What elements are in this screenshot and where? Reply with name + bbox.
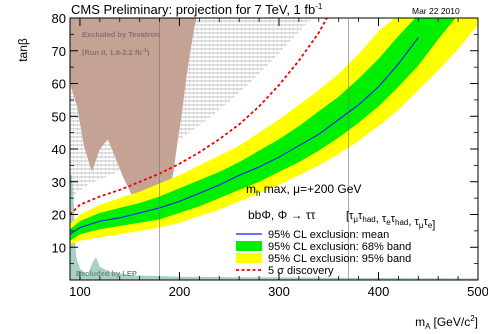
x-axis-label-main: m	[415, 315, 425, 329]
channel-sub: had	[362, 215, 375, 224]
channel-tau: τ	[358, 210, 363, 222]
y-tick-label: 30	[52, 175, 66, 190]
channel-sub: e	[428, 221, 433, 230]
x-axis-label-sub: A	[425, 322, 431, 331]
scenario-label-main: m	[246, 182, 256, 196]
legend-label: 5 σ discovery	[268, 265, 334, 277]
x-axis-label-unit: [GeV/c	[434, 315, 471, 329]
mean-line	[70, 37, 419, 235]
channel-sep: , τ	[408, 216, 419, 228]
chart-date: Mar 22 2010	[412, 6, 460, 16]
channels-label: [τμτhad, τeτhad, τμτe]	[346, 210, 435, 231]
channel-sub: μ	[419, 221, 424, 230]
channels-close: ]	[432, 219, 435, 231]
axis-ticks: 100 200 300 400 500 10 20 30 40 50 60 70 80	[52, 11, 488, 299]
chart-title-sup: -1	[315, 2, 323, 11]
chart-title: CMS Preliminary: projection for 7 TeV, 1…	[71, 2, 323, 17]
x-tick-label: 100	[69, 284, 91, 299]
tevatron-label-run-close: )	[147, 48, 150, 57]
y-tick-label: 70	[52, 44, 66, 59]
y-tick-label: 60	[52, 77, 66, 92]
y-axis-label: tanβ	[16, 38, 30, 62]
scenario-label-sub: h	[256, 189, 260, 198]
x-axis-label-unit-sup: 2	[470, 314, 475, 323]
tevatron-label: Excluded by Tevatron	[82, 30, 160, 39]
x-tick-label: 500	[467, 284, 488, 299]
channel-sub: μ	[353, 215, 358, 224]
channel-sub: had	[395, 218, 408, 227]
channel-tau: τ	[423, 216, 428, 228]
process-label: bbΦ, Φ → ττ	[248, 208, 316, 222]
chart-title-main: CMS Preliminary: projection for 7 TeV, 1…	[71, 2, 315, 17]
x-tick-label: 200	[169, 284, 191, 299]
scenario-label-rest: max, μ=+200 GeV	[260, 182, 361, 196]
scenario-label: mh max, μ=+200 GeV	[246, 182, 361, 198]
y-tick-label: 80	[52, 11, 66, 26]
y-tick-label: 10	[52, 240, 66, 255]
x-axis-label-unit-close: ]	[475, 315, 478, 329]
y-tick-label: 50	[52, 109, 66, 124]
channel-sub: e	[386, 218, 391, 227]
tevatron-label-run: (Run II, 1.8-2.2 fb-1)	[82, 48, 150, 57]
tevatron-label-run-main: (Run II, 1.8-2.2 fb	[82, 48, 142, 57]
channel-tau: τ	[391, 213, 396, 225]
legend-label: 95% CL exclusion: 68% band	[268, 241, 411, 253]
channels-open: [τ	[346, 210, 354, 222]
legend-label: 95% CL exclusion: mean	[268, 229, 389, 241]
legend-label: 95% CL exclusion: 95% band	[268, 253, 411, 265]
x-tick-label: 300	[268, 284, 290, 299]
tevatron-excluded-area	[70, 18, 197, 210]
y-tick-label: 20	[52, 208, 66, 223]
legend-swatch	[236, 241, 262, 251]
y-tick-label: 40	[52, 142, 66, 157]
x-tick-label: 400	[368, 284, 390, 299]
tevatron-label-run-sup: -1	[142, 48, 147, 54]
legend-swatch	[236, 253, 262, 263]
channel-sep: , τ	[376, 213, 387, 225]
x-axis-label: mA [GeV/c2]	[415, 314, 478, 331]
lep-label: Excluded by LEP	[76, 269, 137, 278]
discovery-line	[70, 18, 328, 216]
